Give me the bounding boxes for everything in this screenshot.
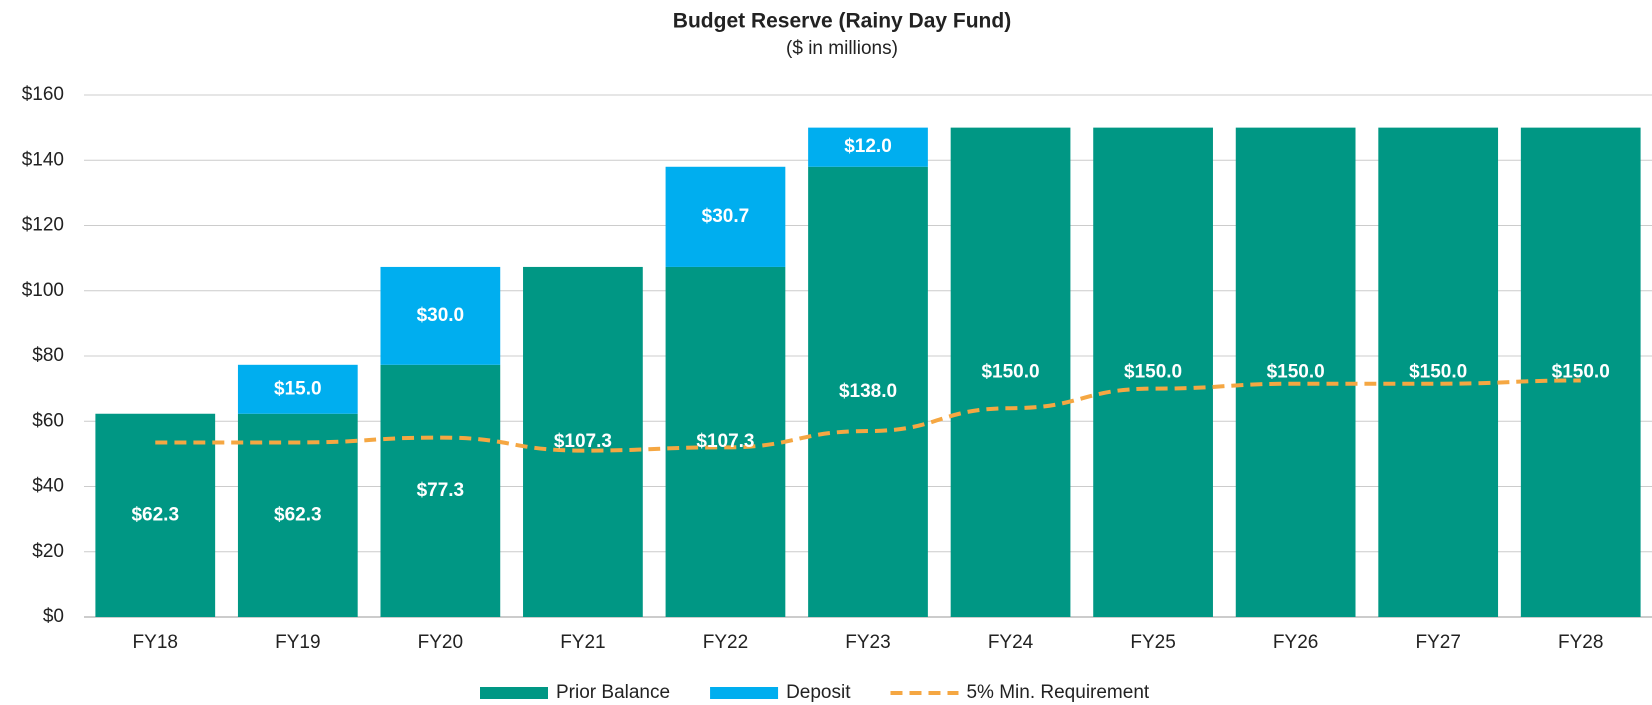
data-label: $150.0	[981, 361, 1039, 382]
y-tick-label: $60	[32, 410, 64, 431]
bar	[1378, 127, 1499, 617]
data-label: $15.0	[274, 378, 322, 399]
x-tick-label: FY25	[1130, 632, 1175, 653]
data-label: $150.0	[1267, 361, 1325, 382]
bar	[95, 413, 216, 617]
legend-label: Deposit	[786, 682, 851, 703]
bar	[950, 127, 1071, 617]
x-tick-label: FY19	[275, 632, 320, 653]
y-tick-label: $140	[22, 149, 64, 170]
data-label: $107.3	[554, 431, 612, 452]
data-label: $30.0	[417, 305, 465, 326]
bar	[1235, 127, 1356, 617]
x-tick-label: FY18	[133, 632, 178, 653]
data-label: $150.0	[1124, 361, 1182, 382]
y-tick-label: $100	[22, 280, 64, 301]
x-tick-label: FY23	[845, 632, 890, 653]
x-tick-label: FY21	[560, 632, 605, 653]
legend-swatch	[710, 687, 779, 699]
legend-label: 5% Min. Requirement	[966, 682, 1149, 703]
x-tick-label: FY20	[418, 632, 463, 653]
bar	[1520, 127, 1641, 617]
y-tick-label: $160	[22, 84, 64, 105]
bar	[808, 127, 928, 167]
y-tick-label: $80	[32, 345, 64, 366]
bar	[808, 166, 928, 617]
x-tick-label: FY22	[703, 632, 748, 653]
bar	[665, 166, 786, 267]
y-tick-label: $20	[32, 541, 64, 562]
x-tick-label: FY26	[1273, 632, 1318, 653]
chart-subtitle: ($ in millions)	[786, 38, 898, 59]
y-tick-label: $0	[43, 606, 64, 627]
data-label: $107.3	[696, 431, 754, 452]
data-label: $12.0	[844, 136, 892, 157]
chart-title: Budget Reserve (Rainy Day Fund)	[673, 10, 1011, 33]
bar	[1093, 127, 1213, 617]
y-tick-label: $40	[32, 476, 64, 497]
bar	[237, 413, 358, 617]
legend-label: Prior Balance	[556, 682, 670, 703]
x-tick-label: FY27	[1415, 632, 1460, 653]
y-tick-label: $120	[22, 215, 64, 236]
legend-swatch	[480, 687, 548, 699]
data-label: $62.3	[274, 504, 322, 525]
bar	[237, 364, 358, 414]
data-label: $77.3	[417, 480, 465, 501]
data-label: $138.0	[839, 381, 897, 402]
x-tick-label: FY24	[988, 632, 1034, 653]
data-label: $150.0	[1552, 361, 1610, 382]
x-tick-label: FY28	[1558, 632, 1603, 653]
bar	[665, 266, 786, 617]
data-label: $30.7	[702, 206, 750, 227]
bar	[380, 266, 501, 365]
data-label: $62.3	[131, 504, 179, 525]
bar	[523, 266, 643, 617]
data-label: $150.0	[1409, 361, 1467, 382]
bar	[380, 364, 501, 617]
